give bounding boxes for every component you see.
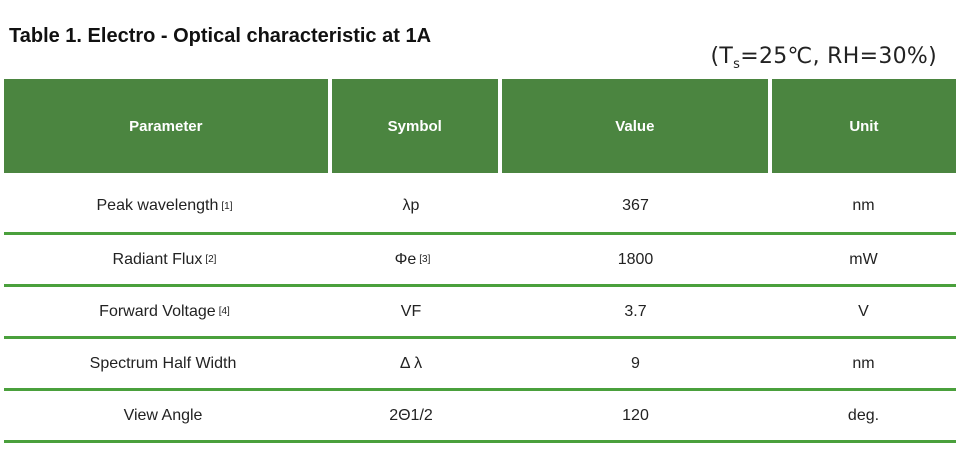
symbol-label: λp: [402, 197, 420, 214]
footnote-ref: [1]: [221, 200, 233, 212]
symbol-label: Δ λ: [399, 354, 423, 372]
header-unit: Unit: [767, 79, 957, 173]
symbol-cell: λp: [325, 180, 500, 232]
symbol-label: Φe: [394, 250, 417, 268]
parameter-cell: Spectrum Half Width: [4, 339, 325, 388]
footnote-ref: [2]: [205, 254, 217, 265]
header-value: Value: [497, 79, 768, 173]
parameter-label: View Angle: [123, 406, 203, 424]
table-body: Peak wavelength [1] λp 367 nm Radiant Flu…: [4, 180, 956, 443]
footnote-ref: [4]: [218, 306, 230, 317]
unit-cell: nm: [852, 354, 875, 372]
unit-cell: nm: [852, 197, 875, 214]
conditions-subscript: s: [733, 57, 741, 72]
parameter-cell: Forward Voltage [4]: [4, 287, 325, 336]
table-row: View Angle 2Θ1/2 120 deg.: [4, 391, 956, 443]
table-row: Forward Voltage [4] VF 3.7 V: [4, 287, 956, 339]
unit-cell: deg.: [847, 406, 880, 424]
symbol-cell: Φe [3]: [325, 235, 500, 284]
symbol-label: VF: [400, 302, 422, 320]
header-parameter: Parameter: [4, 79, 328, 173]
parameter-label: Spectrum Half Width: [89, 354, 237, 372]
parameter-label: Radiant Flux: [112, 250, 203, 268]
unit-cell: mW: [849, 250, 878, 268]
table-row: Peak wavelength [1] λp 367 nm: [4, 180, 956, 235]
table-title: Table 1. Electro - Optical characteristi…: [9, 25, 432, 47]
unit-cell: V: [858, 302, 869, 320]
parameter-cell: Radiant Flux [2]: [4, 235, 325, 284]
symbol-cell: Δ λ: [325, 339, 500, 388]
test-conditions: (Ts=25℃, RH=30%): [711, 44, 937, 72]
table-row: Spectrum Half Width Δ λ 9 nm: [4, 339, 956, 391]
value-cell: 120: [622, 406, 649, 424]
parameter-label: Peak wavelength: [96, 197, 219, 214]
table-header: Parameter Symbol Value Unit: [4, 79, 957, 173]
header-symbol: Symbol: [327, 79, 498, 173]
symbol-label: 2Θ1/2: [389, 406, 433, 424]
parameter-cell: Peak wavelength [1]: [4, 180, 325, 232]
table-row: Radiant Flux [2] Φe [3] 1800 mW: [4, 235, 956, 287]
value-cell: 1800: [617, 250, 654, 268]
value-cell: 367: [622, 197, 649, 214]
parameter-label: Forward Voltage: [99, 302, 216, 320]
value-cell: 9: [631, 354, 640, 372]
value-cell: 3.7: [624, 302, 647, 320]
symbol-cell: 2Θ1/2: [325, 391, 500, 440]
conditions-open: (T: [710, 44, 734, 69]
parameter-cell: View Angle: [4, 391, 325, 440]
conditions-rest: =25℃, RH=30%): [740, 44, 937, 69]
symbol-cell: VF: [325, 287, 500, 336]
footnote-ref: [3]: [419, 254, 431, 265]
